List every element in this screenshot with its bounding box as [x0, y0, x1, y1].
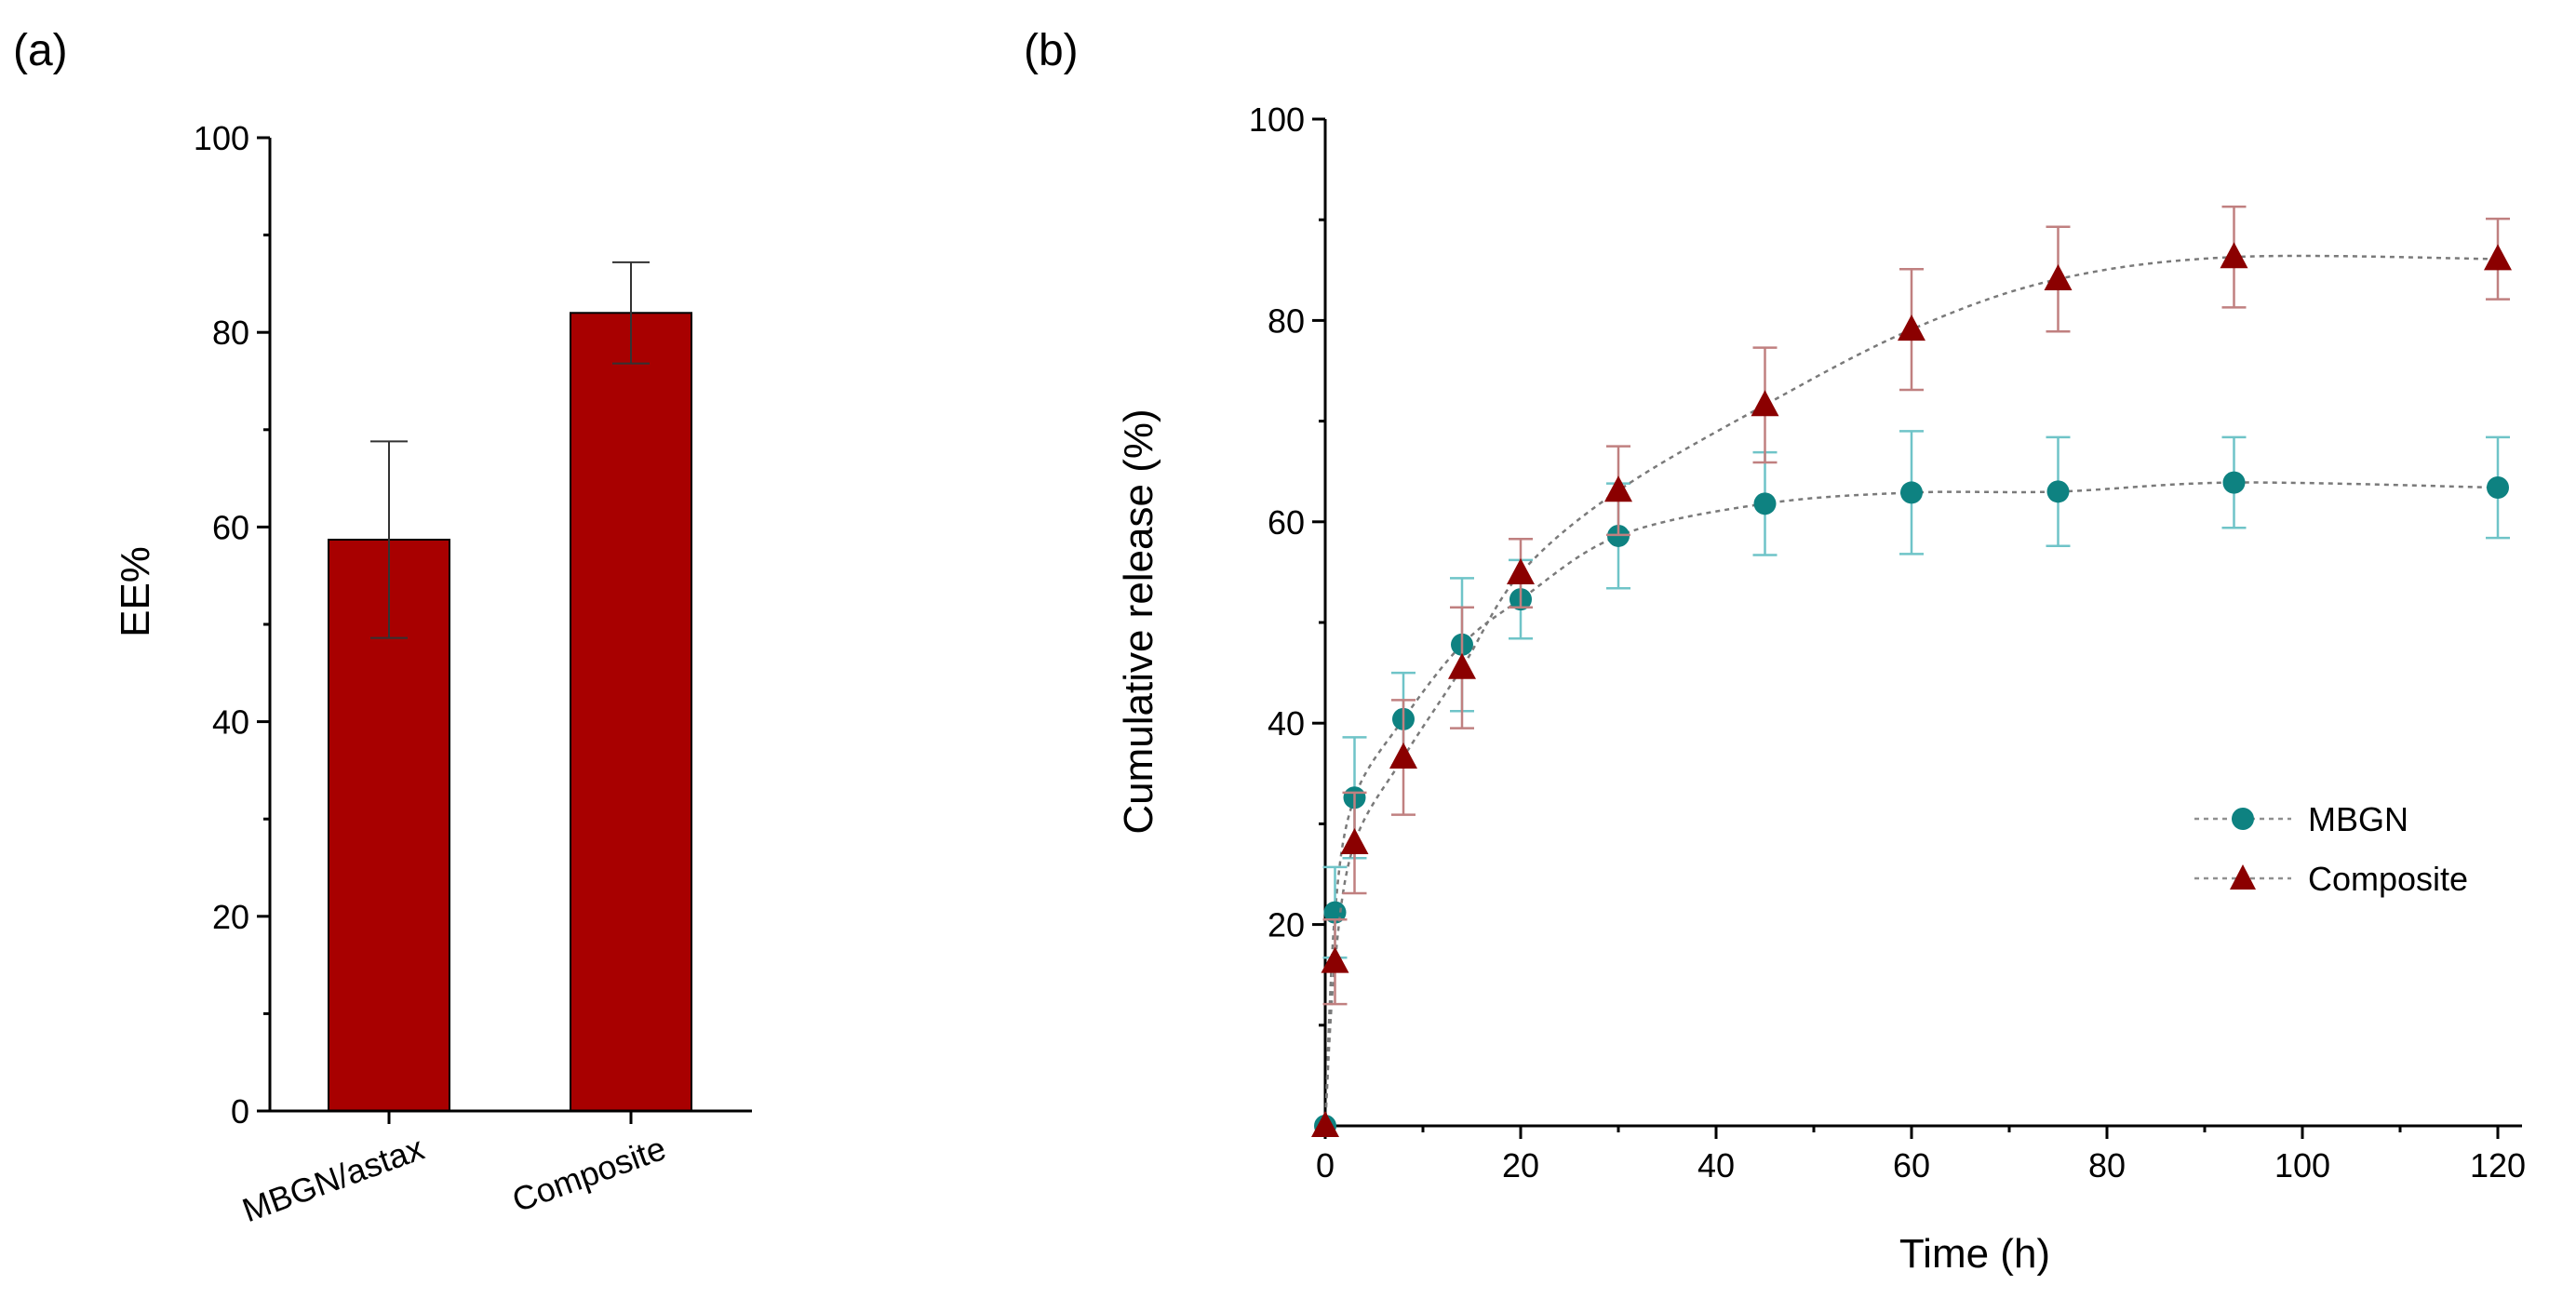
series-line — [1323, 481, 2499, 1127]
x-tick-label: 80 — [2088, 1146, 2126, 1184]
series-composite — [1311, 205, 2512, 1137]
x-axis-title: Time (h) — [1899, 1231, 2050, 1277]
data-point — [2484, 244, 2512, 271]
bar-chart-panel: (a) 0 20 40 60 80 100 MBGN/astax Composite EE% — [13, 26, 752, 1229]
data-point — [1507, 557, 1535, 584]
data-point — [1321, 946, 1349, 973]
data-point — [1311, 1111, 1339, 1137]
data-point — [2220, 242, 2248, 269]
series-line — [1323, 254, 2499, 1127]
legend-label: MBGN — [2308, 800, 2408, 838]
panel-a-label: (a) — [13, 26, 68, 75]
y-tick-label: 100 — [194, 119, 249, 157]
circle-marker-icon — [2232, 808, 2254, 830]
data-point — [1389, 742, 1417, 769]
y-tick-label: 100 — [1249, 100, 1305, 139]
x-tick-label: 20 — [1502, 1146, 1539, 1184]
legend-label: Composite — [2308, 860, 2468, 898]
triangle-marker-icon — [2230, 864, 2256, 890]
x-tick-label: Composite — [507, 1129, 671, 1219]
legend: MBGN Composite — [2194, 800, 2468, 898]
y-tick-label: 80 — [212, 314, 249, 352]
x-tick-label: 60 — [1893, 1146, 1930, 1184]
data-point — [1340, 827, 1369, 854]
error-bar — [612, 261, 650, 365]
y-tick-label: 20 — [1268, 906, 1305, 944]
data-point — [1900, 481, 1923, 504]
y-tick-label: 0 — [231, 1092, 249, 1131]
x-tick-label: 0 — [1316, 1146, 1335, 1184]
y-axis-title: Cumulative release (%) — [1116, 408, 1161, 834]
y-tick-label: 40 — [1268, 704, 1305, 743]
error-bar — [370, 440, 408, 639]
bar — [570, 312, 692, 1112]
y-tick-label: 60 — [1268, 503, 1305, 542]
y-axis-title: EE% — [113, 546, 158, 637]
x-tick-label: 40 — [1697, 1146, 1735, 1184]
y-tick-label: 20 — [212, 898, 249, 936]
data-point — [2222, 471, 2246, 494]
data-point — [1751, 390, 1779, 417]
data-point — [2046, 480, 2070, 503]
x-tick-label: 120 — [2470, 1146, 2526, 1184]
legend-item-composite: Composite — [2194, 860, 2468, 898]
series-mbgn — [1314, 430, 2510, 1137]
y-tick-label: 60 — [212, 508, 249, 546]
x-tick-label: MBGN/astax — [237, 1129, 429, 1229]
y-tick-label: 80 — [1268, 301, 1305, 340]
data-point — [1898, 314, 1925, 341]
data-point — [2487, 476, 2509, 500]
data-point — [2044, 264, 2073, 291]
panel-b-label: (b) — [1024, 26, 1079, 75]
y-tick-label: 40 — [212, 703, 249, 742]
data-point — [1753, 492, 1777, 515]
data-point — [1604, 475, 1632, 502]
legend-item-mbgn: MBGN — [2194, 800, 2408, 838]
x-tick-label: 100 — [2274, 1146, 2330, 1184]
data-point — [1448, 652, 1476, 679]
